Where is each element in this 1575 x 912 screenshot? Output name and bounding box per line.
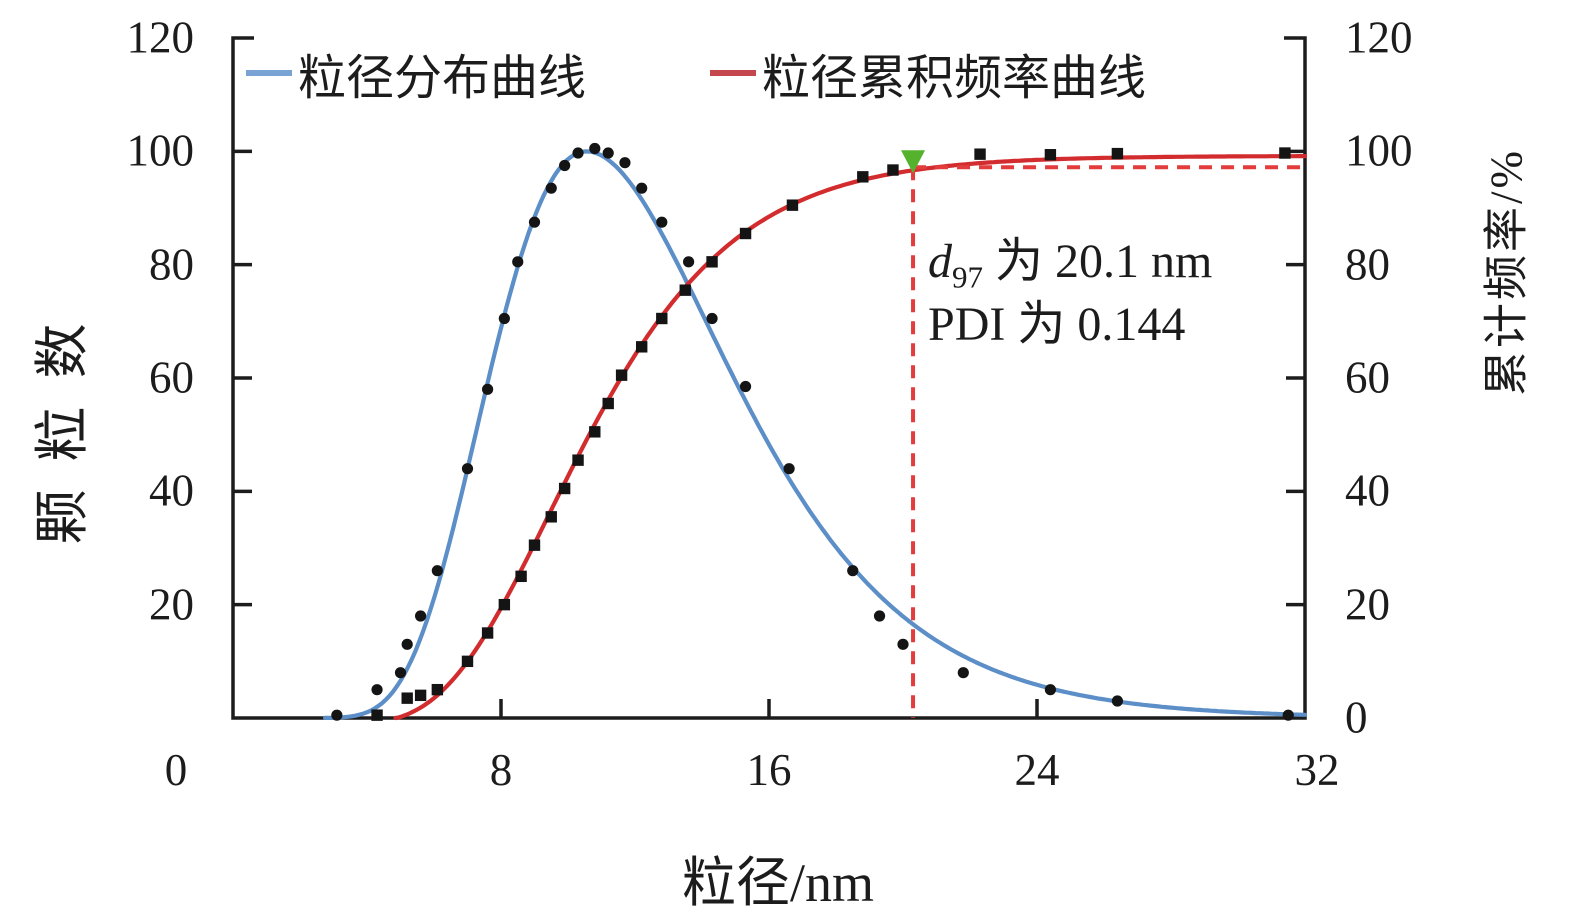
y-left-tick-40: 40 bbox=[149, 465, 194, 516]
x-tick-8: 8 bbox=[489, 745, 513, 795]
y-left-tick-60: 60 bbox=[149, 352, 194, 403]
y-right-tick-20: 20 bbox=[1345, 579, 1390, 630]
y-left-tick-20: 20 bbox=[149, 579, 194, 630]
y-left-tick-120: 120 bbox=[126, 12, 195, 63]
legend-background bbox=[254, 28, 1284, 94]
d97-triangle-marker bbox=[901, 150, 926, 174]
x-tick-16: 16 bbox=[746, 745, 792, 795]
annotation-line-pdi: PDI 为 0.144 bbox=[928, 298, 1186, 352]
legend-line-sample-red bbox=[710, 70, 756, 76]
legend-label-distribution: 粒径分布曲线 bbox=[298, 52, 587, 105]
y-right-tick-40: 40 bbox=[1345, 465, 1390, 516]
y-axis-right-title: 累计频率/% bbox=[1481, 148, 1532, 396]
axes-frame bbox=[231, 36, 1307, 720]
y-right-tick-0: 0 bbox=[1345, 692, 1368, 743]
d97-pdi-annotation: d97 为 20.1 nm PDI 为 0.144 bbox=[928, 230, 1212, 357]
y-right-tick-120: 120 bbox=[1345, 12, 1413, 63]
x-axis-title: 粒径/nm bbox=[681, 853, 875, 912]
series-data-markers bbox=[331, 142, 1294, 721]
d97-guide-lines bbox=[911, 165, 1305, 718]
legend-label-cumulative: 粒径累积频率曲线 bbox=[762, 52, 1147, 105]
legend-item-cumulative: 粒径累积频率曲线 bbox=[710, 38, 1146, 108]
y-right-tick-60: 60 bbox=[1345, 352, 1390, 403]
legend-line-sample-blue bbox=[246, 70, 292, 76]
x-tick-0: 0 bbox=[164, 745, 188, 795]
y-left-tick-80: 80 bbox=[149, 239, 194, 290]
annotation-line-d97: d97 为 20.1 nm bbox=[928, 235, 1213, 295]
y-left-tick-100: 100 bbox=[126, 125, 195, 176]
y-right-tick-100: 100 bbox=[1345, 125, 1413, 176]
x-tick-24: 24 bbox=[1014, 745, 1060, 795]
legend-item-distribution: 粒径分布曲线 bbox=[246, 38, 586, 108]
y-right-tick-80: 80 bbox=[1345, 239, 1390, 290]
x-tick-32: 32 bbox=[1294, 745, 1340, 795]
y-axis-left-title: 颗粒数 bbox=[32, 295, 93, 545]
